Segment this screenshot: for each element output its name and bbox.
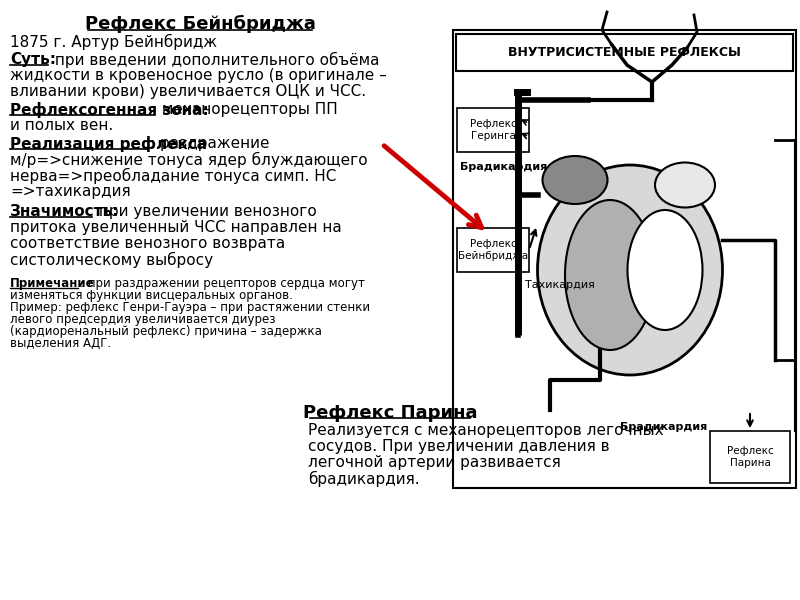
Text: Брадикардия: Брадикардия (460, 162, 547, 172)
Text: Примечание: Примечание (10, 277, 94, 290)
Ellipse shape (627, 210, 702, 330)
Text: м/р=>снижение тонуса ядер блуждающего: м/р=>снижение тонуса ядер блуждающего (10, 152, 368, 168)
Text: выделения АДГ.: выделения АДГ. (10, 337, 111, 350)
Text: ВНУТРИСИСТЕМНЫЕ РЕФЛЕКСЫ: ВНУТРИСИСТЕМНЫЕ РЕФЛЕКСЫ (507, 46, 741, 59)
Text: соответствие венозного возврата: соответствие венозного возврата (10, 236, 286, 251)
Text: : при раздражении рецепторов сердца могут: : при раздражении рецепторов сердца могу… (80, 277, 365, 290)
Text: легочной артерии развивается: легочной артерии развивается (308, 455, 561, 470)
Text: притока увеличенный ЧСС направлен на: притока увеличенный ЧСС направлен на (10, 220, 342, 235)
Text: Рефлекс Бейнбриджа: Рефлекс Бейнбриджа (85, 15, 315, 33)
Text: вливании крови) увеличивается ОЦК и ЧСС.: вливании крови) увеличивается ОЦК и ЧСС. (10, 84, 366, 99)
Text: Брадикардия: Брадикардия (620, 422, 707, 432)
Text: Пример: рефлекс Генри-Гауэра – при растяжении стенки: Пример: рефлекс Генри-Гауэра – при растя… (10, 301, 370, 314)
Text: механорецепторы ПП: механорецепторы ПП (157, 102, 338, 117)
Text: : раздражение: : раздражение (150, 136, 270, 151)
Text: нерва=>преобладание тонуса симп. НС: нерва=>преобладание тонуса симп. НС (10, 168, 336, 184)
Ellipse shape (655, 163, 715, 208)
Text: (кардиоренальный рефлекс) причина – задержка: (кардиоренальный рефлекс) причина – заде… (10, 325, 322, 338)
Text: при увеличении венозного: при увеличении венозного (94, 204, 317, 219)
Text: при введении дополнительного объёма: при введении дополнительного объёма (50, 52, 379, 68)
Text: систолическому выбросу: систолическому выбросу (10, 252, 213, 268)
Ellipse shape (565, 200, 655, 350)
Text: Рефлексогенная зона:: Рефлексогенная зона: (10, 102, 209, 118)
Text: левого предсердия увеличивается диурез: левого предсердия увеличивается диурез (10, 313, 275, 326)
Text: Тахикардия: Тахикардия (525, 280, 595, 290)
Text: жидкости в кровеносное русло (в оригинале –: жидкости в кровеносное русло (в оригинал… (10, 68, 386, 83)
Bar (457, 228, 529, 272)
Text: Суть:: Суть: (10, 52, 56, 67)
Ellipse shape (538, 165, 722, 375)
Bar (457, 108, 529, 152)
Text: Значимость:: Значимость: (10, 204, 119, 219)
Text: брадикардия.: брадикардия. (308, 471, 420, 487)
Text: =>тахикардия: =>тахикардия (10, 184, 130, 199)
Text: сосудов. При увеличении давления в: сосудов. При увеличении давления в (308, 439, 610, 454)
Ellipse shape (542, 156, 607, 204)
Text: и полых вен.: и полых вен. (10, 118, 114, 133)
Text: 1875 г. Артур Бейнбридж: 1875 г. Артур Бейнбридж (10, 34, 217, 50)
Text: Рефлекс
Бейнбриджа: Рефлекс Бейнбриджа (458, 239, 528, 261)
Text: Реализация рефлекса: Реализация рефлекса (10, 136, 207, 152)
Text: Рефлекс
Геринга: Рефлекс Геринга (470, 119, 516, 141)
Text: изменяться функции висцеральных органов.: изменяться функции висцеральных органов. (10, 289, 293, 302)
Bar (453, 30, 796, 488)
Text: Рефлекс Парина: Рефлекс Парина (302, 404, 478, 422)
Bar (710, 431, 790, 483)
Text: Реализуется с механорецепторов легочных: Реализуется с механорецепторов легочных (308, 423, 664, 438)
FancyBboxPatch shape (456, 34, 793, 71)
Text: Рефлекс
Парина: Рефлекс Парина (726, 446, 774, 468)
